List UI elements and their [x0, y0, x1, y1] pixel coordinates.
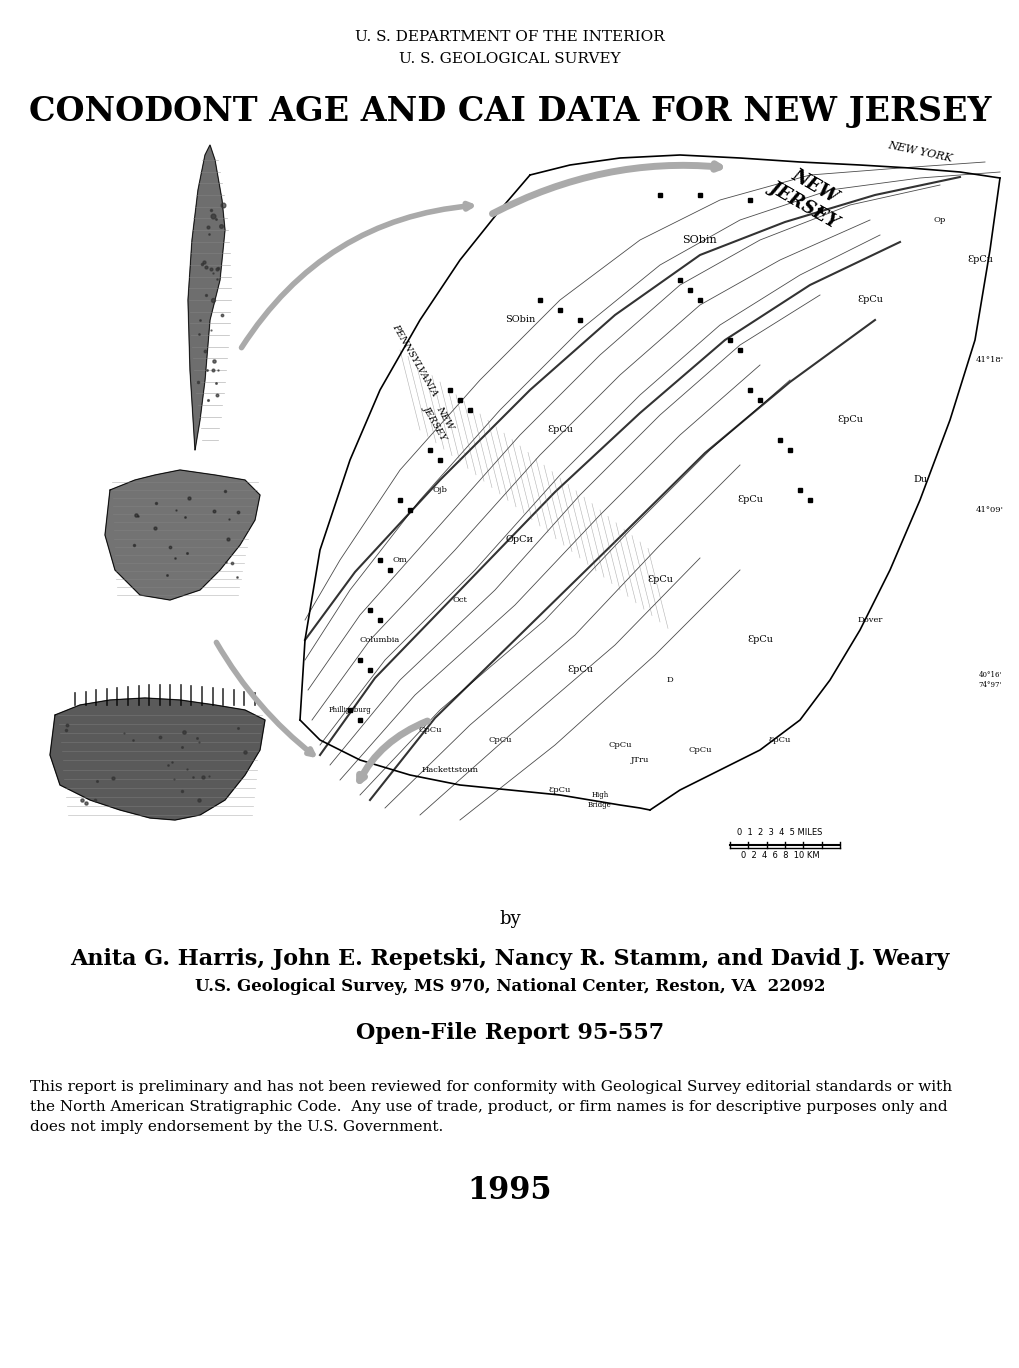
Text: NEW
JERSEY: NEW JERSEY	[766, 159, 852, 231]
Bar	[289, 130, 1009, 870]
Text: ƐpCu: ƐpCu	[546, 425, 573, 435]
Text: ƐpCu: ƐpCu	[768, 736, 791, 744]
Text: Hackettstoun: Hackettstoun	[421, 766, 478, 774]
Text: 0  2  4  6  8  10 KM: 0 2 4 6 8 10 KM	[740, 851, 818, 860]
Text: U.S. Geological Survey, MS 970, National Center, Reston, VA  22092: U.S. Geological Survey, MS 970, National…	[195, 978, 824, 995]
Text: D: D	[666, 676, 673, 684]
Text: High
Bridge: High Bridge	[588, 792, 611, 808]
Text: ƐpCu: ƐpCu	[567, 665, 592, 674]
Polygon shape	[105, 471, 260, 601]
Text: 0  1  2  3  4  5 MILES: 0 1 2 3 4 5 MILES	[737, 828, 822, 837]
Text: the North American Stratigraphic Code.  Any use of trade, product, or firm names: the North American Stratigraphic Code. A…	[30, 1100, 947, 1114]
Text: 41°18': 41°18'	[975, 356, 1003, 364]
Polygon shape	[50, 698, 265, 819]
Text: CpCu: CpCu	[688, 746, 711, 754]
Text: PENNSYLVANIA: PENNSYLVANIA	[390, 323, 439, 398]
Text: Anita G. Harris, John E. Repetski, Nancy R. Stamm, and David J. Weary: Anita G. Harris, John E. Repetski, Nancy…	[70, 948, 949, 970]
Text: ОрСи: ОрСи	[505, 535, 534, 544]
Text: SObin: SObin	[682, 235, 716, 245]
Text: 1995: 1995	[468, 1175, 551, 1207]
Text: CpCu: CpCu	[488, 736, 512, 744]
Text: ƐpCu: ƐpCu	[737, 495, 762, 505]
Text: by: by	[498, 910, 521, 928]
Text: SObin: SObin	[504, 316, 535, 324]
Text: U. S. GEOLOGICAL SURVEY: U. S. GEOLOGICAL SURVEY	[398, 52, 621, 66]
Text: ƐpCu: ƐpCu	[548, 787, 571, 793]
Text: ƐpCu: ƐpCu	[837, 416, 862, 424]
Text: Ojb: Ojb	[432, 486, 447, 494]
Text: This report is preliminary and has not been reviewed for conformity with Geologi: This report is preliminary and has not b…	[30, 1079, 951, 1094]
Text: NEW YORK: NEW YORK	[886, 141, 953, 164]
Text: 41°09': 41°09'	[975, 506, 1003, 514]
Text: Columbia: Columbia	[360, 636, 399, 644]
Text: JTru: JTru	[630, 757, 648, 763]
Text: ƐpCu: ƐpCu	[856, 295, 882, 305]
Text: 40°16'
74°97': 40°16' 74°97'	[977, 672, 1001, 688]
Text: Phillipsburg: Phillipsburg	[328, 706, 371, 714]
Text: Oct: Oct	[452, 596, 467, 605]
Text: CONODONT AGE AND CAI DATA FOR NEW JERSEY: CONODONT AGE AND CAI DATA FOR NEW JERSEY	[29, 94, 990, 129]
Text: Du: Du	[912, 476, 926, 484]
Polygon shape	[187, 145, 225, 450]
Text: NEW
JERSEY: NEW JERSEY	[422, 398, 458, 442]
Text: Om: Om	[392, 555, 407, 564]
Text: Open-File Report 95-557: Open-File Report 95-557	[356, 1022, 663, 1044]
Text: ƐpCu: ƐpCu	[966, 256, 993, 264]
Text: Dover: Dover	[857, 616, 881, 624]
Text: ƐpCu: ƐpCu	[646, 576, 673, 584]
Text: U. S. DEPARTMENT OF THE INTERIOR: U. S. DEPARTMENT OF THE INTERIOR	[355, 30, 664, 44]
Text: does not imply endorsement by the U.S. Government.: does not imply endorsement by the U.S. G…	[30, 1120, 443, 1134]
Text: CpCu: CpCu	[607, 741, 631, 750]
Text: ƐpCu: ƐpCu	[746, 636, 772, 644]
Text: CpCu: CpCu	[418, 726, 441, 735]
Text: Op: Op	[933, 216, 946, 224]
